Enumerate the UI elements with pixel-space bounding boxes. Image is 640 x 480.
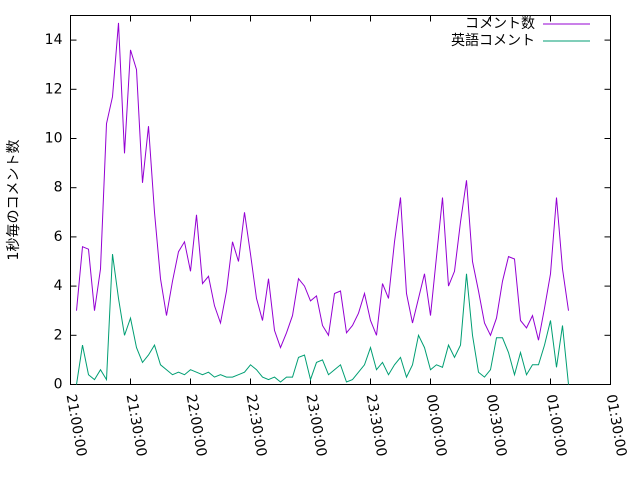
x-tick-label: 23:30:00 xyxy=(363,393,390,458)
y-tick-label: 6 xyxy=(54,229,63,245)
line-series xyxy=(76,22,569,350)
x-tick-label: 22:00:00 xyxy=(183,393,210,458)
x-tick-label: 01:00:00 xyxy=(543,393,570,458)
x-tick-label: 00:00:00 xyxy=(423,393,450,458)
x-tick-label: 21:30:00 xyxy=(123,393,150,458)
x-tick-label: 22:30:00 xyxy=(243,393,270,458)
y-tick-label: 10 xyxy=(45,131,63,147)
x-tick-label: 01:30:00 xyxy=(603,393,630,458)
plot-border xyxy=(70,15,611,385)
y-tick-label: 4 xyxy=(54,278,63,294)
y-tick-label: 2 xyxy=(54,327,63,343)
y-tick-label: 0 xyxy=(54,377,63,393)
y-axis-label: 1秒毎のコメント数 xyxy=(6,140,22,261)
y-tick-label: 12 xyxy=(45,81,63,97)
legend-label: コメント数 xyxy=(465,16,535,32)
x-tick-label: 21:00:00 xyxy=(63,393,90,458)
line-series xyxy=(76,254,569,385)
x-tick-label: 00:30:00 xyxy=(483,393,510,458)
legend-label: 英語コメント xyxy=(451,32,535,49)
y-tick-label: 8 xyxy=(54,180,63,196)
y-tick-label: 14 xyxy=(45,32,63,48)
x-tick-label: 23:00:00 xyxy=(303,393,330,458)
